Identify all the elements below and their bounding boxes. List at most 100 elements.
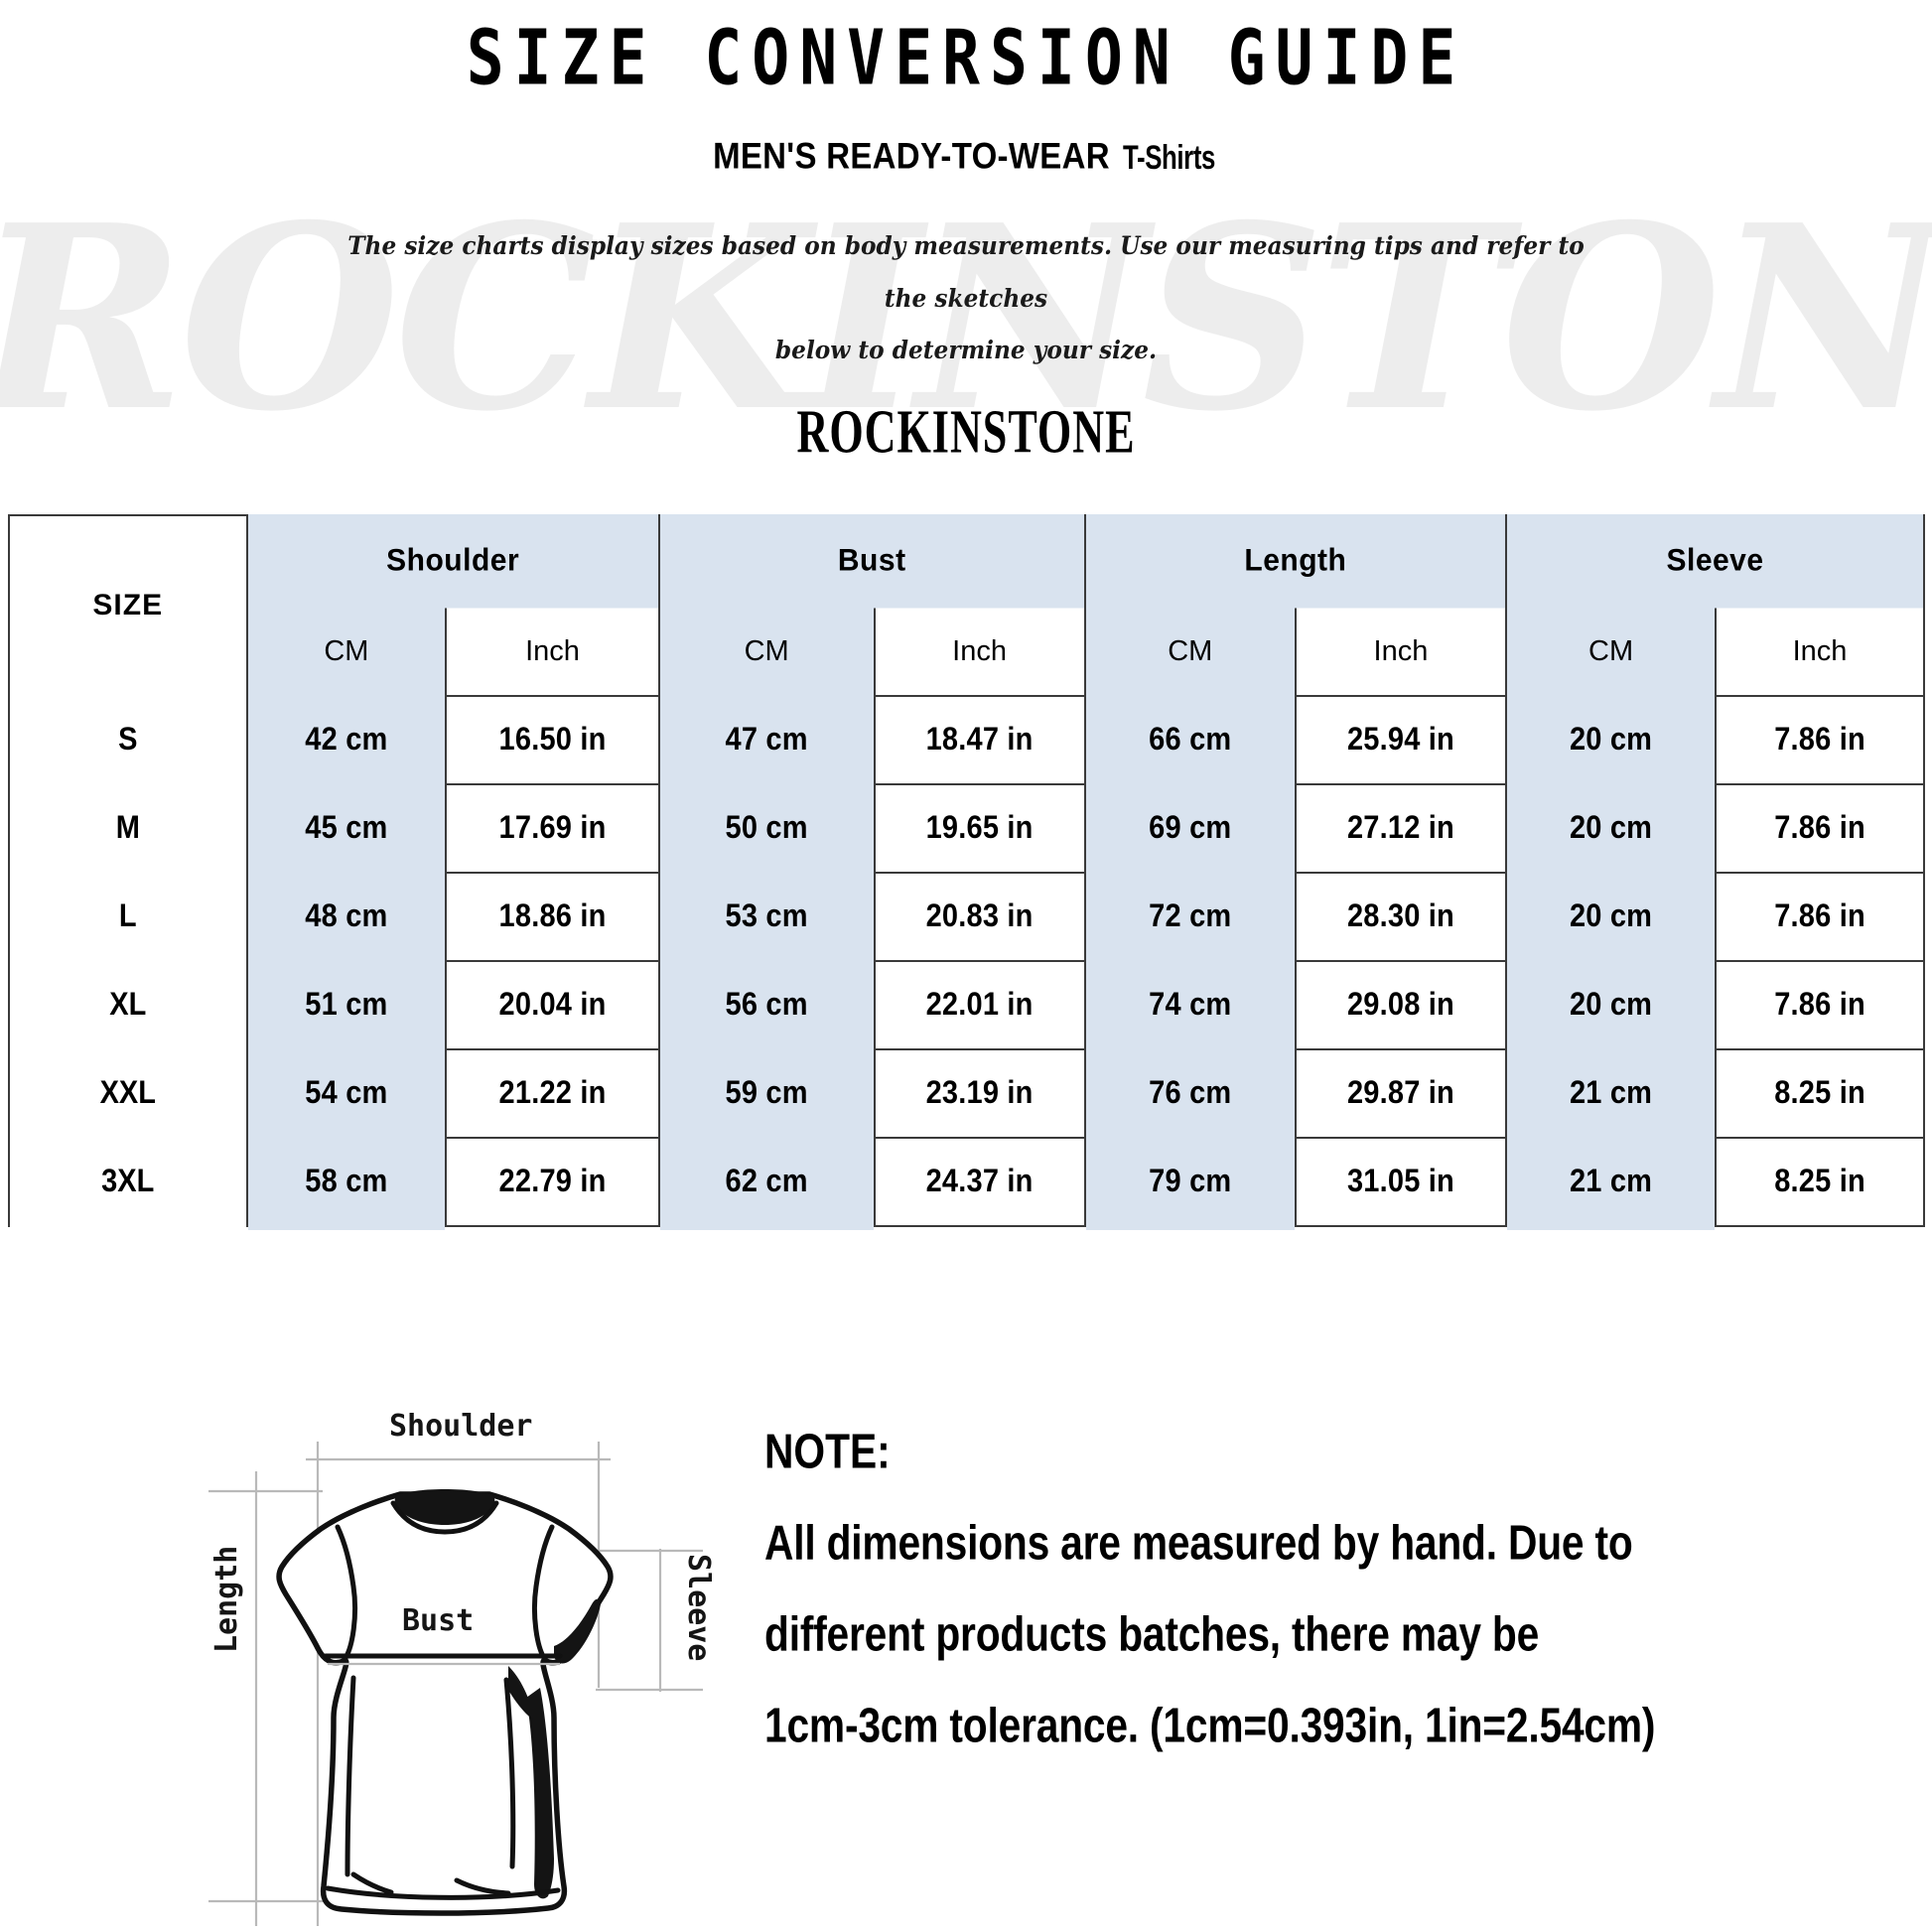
cell-bust-inch: 19.65 in	[873, 777, 1086, 880]
note-line-1: All dimensions are measured by hand. Due…	[764, 1514, 1633, 1571]
cell-length-inch: 29.08 in	[1294, 954, 1508, 1056]
label-sleeve: Sleeve	[681, 1554, 716, 1661]
header-unit-shoulder-cm: CM	[245, 606, 448, 697]
note-block: NOTE: All dimensions are measured by han…	[764, 1424, 1906, 1793]
row-size: L	[8, 866, 248, 968]
header-unit-bust-inch: Inch	[873, 606, 1086, 697]
table-group-header-row: SIZE Shoulder Bust Length Sleeve	[8, 511, 1925, 697]
note-line-3: 1cm-3cm tolerance. (1cm=0.393in, 1in=2.5…	[764, 1697, 1656, 1753]
description-line-1: The size charts display sizes based on b…	[347, 231, 1585, 313]
cell-shoulder-cm: 45 cm	[245, 777, 448, 880]
cell-shoulder-cm: 48 cm	[245, 866, 448, 968]
cell-shoulder-inch: 18.86 in	[445, 866, 660, 968]
cell-sleeve-inch: 7.86 in	[1715, 866, 1925, 968]
bottom-section: Shoulder Bust Sleeve Length NOTE: All di…	[0, 1390, 1932, 1932]
brand-name: ROCKINSTONE	[796, 396, 1136, 466]
cell-bust-cm: 47 cm	[657, 689, 876, 791]
cell-shoulder-inch: 22.79 in	[445, 1131, 660, 1233]
size-table-container: SIZE Shoulder Bust Length Sleeve CM Inch…	[8, 511, 1925, 1233]
cell-shoulder-cm: 58 cm	[245, 1131, 448, 1233]
cell-sleeve-inch: 8.25 in	[1715, 1042, 1925, 1145]
cell-shoulder-cm: 42 cm	[245, 689, 448, 791]
header-group-sleeve: Sleeve	[1505, 511, 1925, 611]
cell-length-inch: 27.12 in	[1294, 777, 1508, 880]
cell-bust-cm: 59 cm	[657, 1042, 876, 1145]
cell-length-cm: 66 cm	[1083, 689, 1297, 791]
table-row: L 48 cm 18.86 in 53 cm 20.83 in 72 cm 28…	[8, 866, 1925, 968]
cell-bust-inch: 24.37 in	[873, 1131, 1086, 1233]
label-length: Length	[209, 1546, 244, 1653]
row-size: M	[8, 777, 248, 880]
table-body: S 42 cm 16.50 in 47 cm 18.47 in 66 cm 25…	[8, 689, 1925, 1233]
cell-length-cm: 79 cm	[1083, 1131, 1297, 1233]
table-row: XXL 54 cm 21.22 in 59 cm 23.19 in 76 cm …	[8, 1042, 1925, 1145]
cell-bust-cm: 53 cm	[657, 866, 876, 968]
row-size: S	[8, 689, 248, 791]
cell-bust-inch: 22.01 in	[873, 954, 1086, 1056]
header-group-bust: Bust	[657, 511, 1086, 611]
cell-bust-cm: 62 cm	[657, 1131, 876, 1233]
cell-length-cm: 69 cm	[1083, 777, 1297, 880]
cell-length-inch: 31.05 in	[1294, 1131, 1508, 1233]
row-size: XXL	[8, 1042, 248, 1145]
table-row: XL 51 cm 20.04 in 56 cm 22.01 in 74 cm 2…	[8, 954, 1925, 1056]
tshirt-measurement-diagram: Shoulder Bust Sleeve Length	[159, 1400, 735, 1926]
cell-length-inch: 25.94 in	[1294, 689, 1508, 791]
cell-sleeve-cm: 21 cm	[1505, 1131, 1718, 1233]
header-unit-length-inch: Inch	[1294, 606, 1508, 697]
header-unit-sleeve-cm: CM	[1505, 606, 1718, 697]
row-size: 3XL	[8, 1131, 248, 1233]
table-unit-header-row: CM Inch CM Inch CM Inch CM Inch	[9, 606, 1925, 697]
header: SIZE CONVERSION GUIDE MEN'S READY-TO-WEA…	[0, 13, 1932, 465]
table-row: M 45 cm 17.69 in 50 cm 19.65 in 69 cm 27…	[8, 777, 1925, 880]
cell-sleeve-cm: 21 cm	[1505, 1042, 1718, 1145]
cell-bust-inch: 20.83 in	[873, 866, 1086, 968]
note-title: NOTE:	[764, 1423, 891, 1479]
description: The size charts display sizes based on b…	[347, 220, 1585, 377]
cell-shoulder-inch: 17.69 in	[445, 777, 660, 880]
header-unit-length-cm: CM	[1083, 606, 1297, 697]
tshirt-illustration	[276, 1489, 614, 1916]
cell-shoulder-cm: 54 cm	[245, 1042, 448, 1145]
table-row: 3XL 58 cm 22.79 in 62 cm 24.37 in 79 cm …	[8, 1131, 1925, 1233]
page-title: SIZE CONVERSION GUIDE	[466, 13, 1466, 102]
cell-bust-cm: 56 cm	[657, 954, 876, 1056]
cell-length-cm: 72 cm	[1083, 866, 1297, 968]
header-unit-bust-cm: CM	[657, 606, 876, 697]
cell-sleeve-cm: 20 cm	[1505, 954, 1718, 1056]
cell-shoulder-inch: 21.22 in	[445, 1042, 660, 1145]
header-unit-shoulder-inch: Inch	[445, 606, 660, 697]
header-group-length: Length	[1083, 511, 1508, 611]
cell-sleeve-inch: 7.86 in	[1715, 689, 1925, 791]
cell-sleeve-inch: 7.86 in	[1715, 777, 1925, 880]
row-size: XL	[8, 954, 248, 1056]
cell-sleeve-cm: 20 cm	[1505, 689, 1718, 791]
subtitle-product: T-Shirts	[1122, 138, 1215, 177]
label-bust: Bust	[402, 1603, 474, 1638]
cell-sleeve-inch: 8.25 in	[1715, 1131, 1925, 1233]
note-line-2: different products batches, there may be	[764, 1605, 1540, 1662]
cell-length-cm: 74 cm	[1083, 954, 1297, 1056]
label-shoulder: Shoulder	[389, 1409, 533, 1444]
cell-length-cm: 76 cm	[1083, 1042, 1297, 1145]
cell-bust-cm: 50 cm	[657, 777, 876, 880]
subtitle: MEN'S READY-TO-WEAR T-Shirts	[0, 134, 1932, 177]
cell-bust-inch: 23.19 in	[873, 1042, 1086, 1145]
cell-length-inch: 29.87 in	[1294, 1042, 1508, 1145]
cell-bust-inch: 18.47 in	[873, 689, 1086, 791]
cell-sleeve-cm: 20 cm	[1505, 866, 1718, 968]
table-row: S 42 cm 16.50 in 47 cm 18.47 in 66 cm 25…	[8, 689, 1925, 791]
cell-shoulder-cm: 51 cm	[245, 954, 448, 1056]
cell-sleeve-cm: 20 cm	[1505, 777, 1718, 880]
cell-sleeve-inch: 7.86 in	[1715, 954, 1925, 1056]
cell-length-inch: 28.30 in	[1294, 866, 1508, 968]
header-unit-sleeve-inch: Inch	[1715, 606, 1925, 697]
cell-shoulder-inch: 16.50 in	[445, 689, 660, 791]
subtitle-category: MEN'S READY-TO-WEAR	[713, 134, 1110, 177]
header-group-shoulder: Shoulder	[245, 511, 660, 611]
description-line-2: below to determine your size.	[774, 336, 1158, 364]
cell-shoulder-inch: 20.04 in	[445, 954, 660, 1056]
size-table: SIZE Shoulder Bust Length Sleeve CM Inch…	[8, 511, 1925, 1233]
header-size: SIZE	[8, 514, 248, 697]
